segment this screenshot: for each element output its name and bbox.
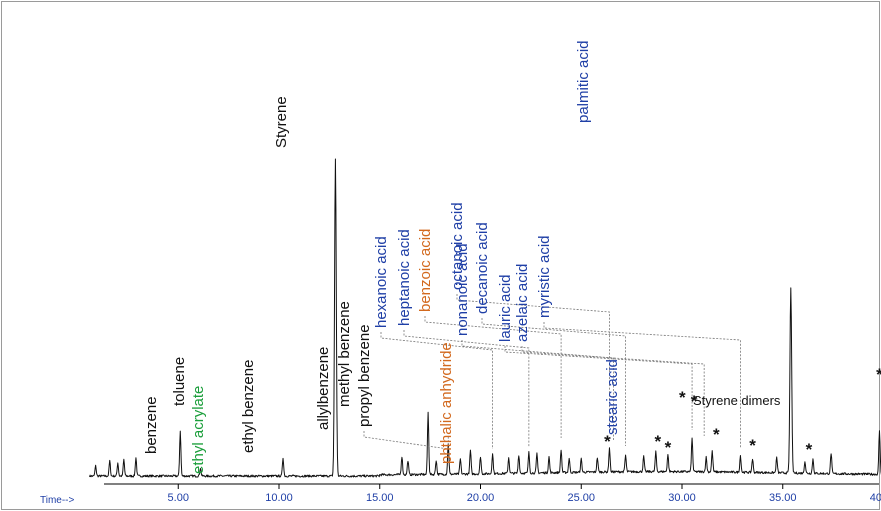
leader-line (380, 332, 493, 449)
peak-label-lauric-acid: lauric acid (497, 274, 514, 342)
peak-label-hexanoic-acid: hexanoic acid (373, 236, 390, 328)
peak-label-benzene: benzene (143, 396, 160, 454)
peak-label-palmitic-acid: palmitic acid (575, 40, 592, 123)
peak-label-octanoic-acid: octanoic acid (449, 202, 466, 290)
peak-label-propyl-benzene: propyl benzene (356, 324, 373, 427)
dimer-marker-layer: ******** (604, 365, 881, 459)
leader-line (363, 431, 449, 450)
peak-label-ethyl-benzene: ethyl benzene (240, 360, 257, 453)
x-tick-label: 5.00 (168, 492, 189, 504)
leader-line (504, 346, 693, 430)
peak-label-allylbenzene: allylbenzene (315, 347, 332, 430)
peak-label-myristic-acid: myristic acid (536, 235, 553, 318)
x-tick-label: 40.00 (870, 492, 881, 504)
legend-symbol: * (679, 388, 686, 407)
x-tick-label: 35.00 (769, 492, 797, 504)
dimer-marker: * (665, 438, 672, 457)
trace-layer (89, 158, 881, 478)
x-axis-ticks: 5.0010.0015.0020.0025.0030.0035.0040.004… (168, 484, 881, 504)
dimer-marker: * (806, 440, 813, 459)
leader-line (521, 346, 705, 436)
peak-label-phthalic-anhydride: phthalic anhydride (438, 342, 455, 464)
peak-label-toluene: toluene (171, 357, 188, 406)
x-tick-label: 30.00 (668, 492, 696, 504)
peak-label-benzoic-acid: benzoic acid (417, 229, 434, 312)
peak-label-styrene: Styrene (273, 96, 290, 148)
leader-line (543, 322, 741, 448)
legend: * Styrene dimers (679, 388, 781, 408)
dimer-marker: * (713, 425, 720, 444)
leader-layer (363, 294, 741, 450)
peak-label-nonanoic-acid: nonanoic acid (454, 243, 471, 336)
leader-line (424, 316, 562, 438)
dimer-marker: * (691, 392, 698, 411)
x-tick-label: 10.00 (265, 492, 293, 504)
x-tick-label: 15.00 (366, 492, 394, 504)
leader-line (456, 294, 610, 432)
peak-label-stearic-acid: stearic acid (604, 359, 621, 435)
dimer-marker: * (876, 365, 881, 384)
peak-label-ethyl-acrylate: ethyl acrylate (190, 386, 207, 474)
peak-label-azelaic-acid: azelaic acid (514, 264, 531, 342)
peak-label-methyl-benzene: methyl benzene (336, 301, 353, 407)
leader-line (461, 340, 614, 440)
x-tick-label: 25.00 (567, 492, 595, 504)
leader-line (481, 318, 626, 446)
dimer-marker: * (655, 432, 662, 451)
x-axis-title: Time--> (40, 495, 75, 506)
x-tick-label: 20.00 (467, 492, 495, 504)
legend-label: Styrene dimers (693, 393, 781, 408)
dimer-marker: * (749, 436, 756, 455)
peak-label-decanoic-acid: decanoic acid (474, 222, 491, 314)
dimer-marker: * (604, 432, 611, 451)
peak-label-heptanoic-acid: heptanoic acid (396, 229, 413, 326)
chromatogram-trace (89, 158, 881, 478)
